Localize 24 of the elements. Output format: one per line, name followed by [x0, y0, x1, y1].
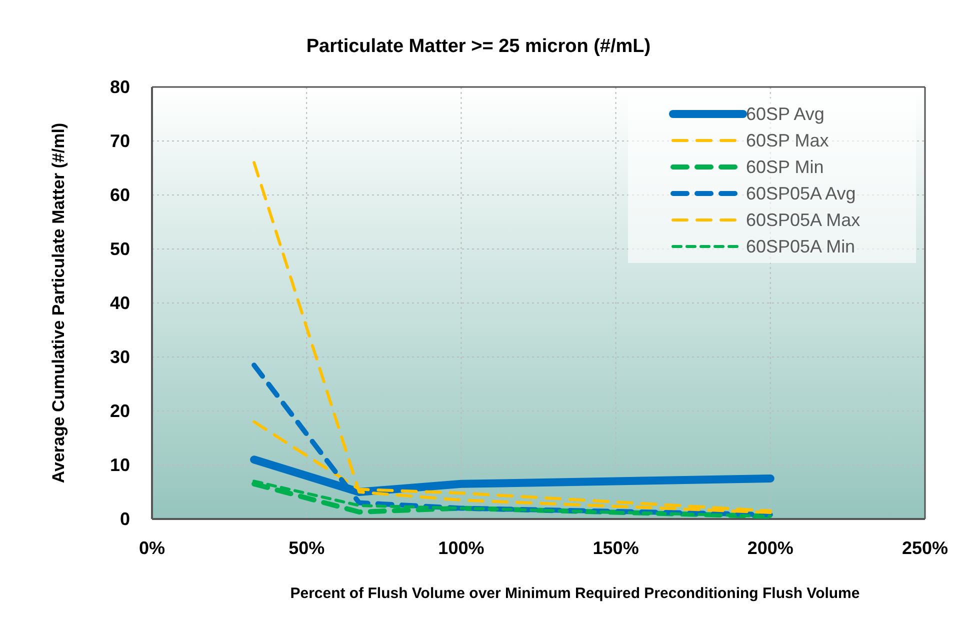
y-tick-label: 50 — [110, 238, 130, 259]
y-tick-label: 60 — [110, 184, 130, 205]
y-tick-label: 10 — [110, 454, 130, 475]
legend-label: 60SP05A Max — [746, 210, 860, 230]
legend-label: 60SP Max — [746, 130, 829, 150]
y-tick-label: 0 — [120, 508, 130, 529]
legend-label: 60SP05A Min — [746, 236, 856, 256]
x-axis-title: Percent of Flush Volume over Minimum Required Preconditioning Flush Volume — [290, 585, 860, 602]
legend-label: 60SP05A Avg — [746, 184, 856, 204]
legend-label: 60SP Avg — [746, 104, 824, 124]
y-tick-label: 70 — [110, 130, 130, 151]
x-tick-label: 150% — [592, 538, 639, 558]
x-tick-label: 100% — [438, 538, 484, 558]
y-tick-label: 20 — [110, 400, 130, 421]
y-axis-title: Average Cumulative Particulate Matter (#/ml) — [49, 122, 68, 484]
x-tick-label: 0% — [138, 538, 166, 558]
x-tick-label: 50% — [288, 538, 325, 558]
chart-title: Particulate Matter >= 25 micron (#/mL) — [306, 36, 651, 57]
y-tick-label: 30 — [110, 346, 130, 367]
y-tick-label: 80 — [110, 76, 130, 97]
legend-label: 60SP Min — [746, 157, 824, 177]
y-tick-label: 40 — [110, 292, 130, 313]
x-tick-label: 250% — [902, 538, 948, 558]
x-tick-label: 200% — [747, 538, 794, 558]
